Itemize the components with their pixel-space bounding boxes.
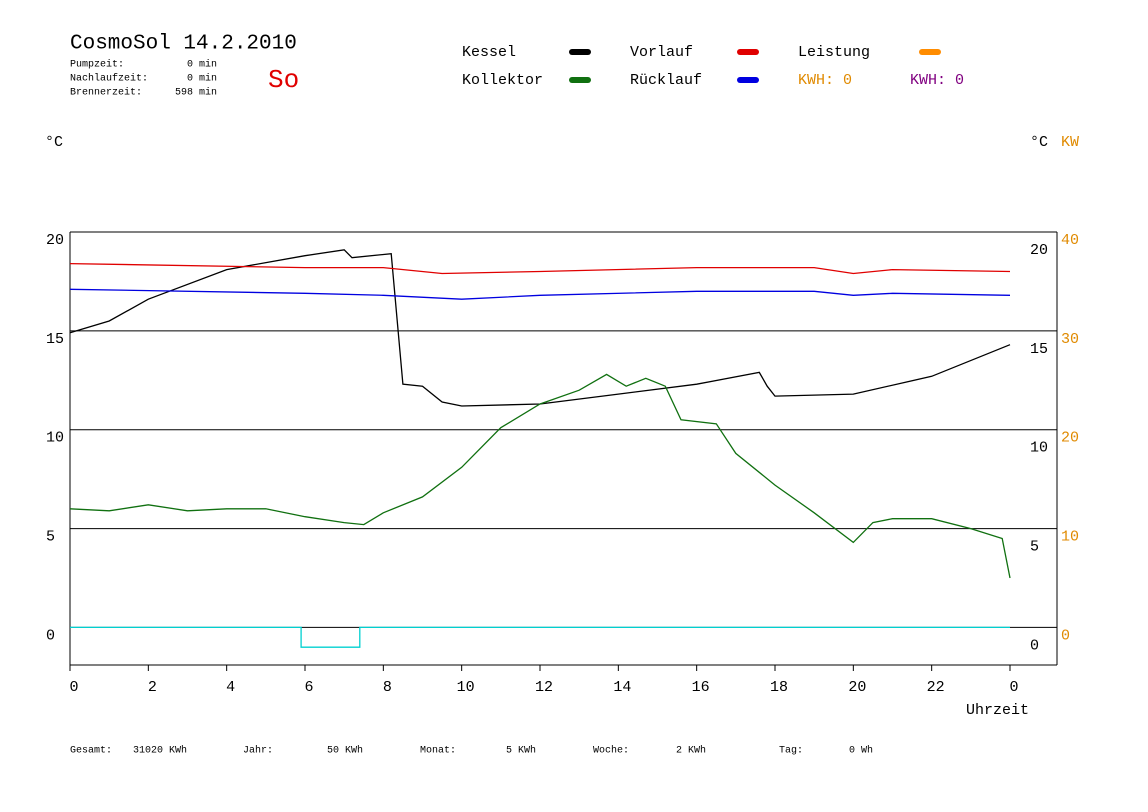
stat-label: Pumpzeit:: [70, 59, 124, 71]
y-tick-label-right: 0: [1030, 637, 1039, 654]
stat-label: Nachlaufzeit:: [70, 73, 148, 85]
y2-tick-label: 10: [1061, 529, 1079, 546]
kwh: KWH: 0: [910, 72, 964, 89]
series-line: [69, 373, 1011, 579]
x-label: Uhrzeit: [966, 702, 1029, 719]
x-tick-label: 14: [613, 679, 631, 696]
legend-label: Kollektor: [462, 72, 543, 89]
x-tick-label: 20: [848, 679, 866, 696]
stat-value: 0 min: [187, 73, 217, 85]
y-tick-label-right: 10: [1030, 440, 1048, 457]
footer-value: 31020 KWh: [133, 745, 187, 757]
x-tick-label: 16: [692, 679, 710, 696]
y-tick-label: 5: [46, 529, 55, 546]
x-tick-label: 10: [457, 679, 475, 696]
y-tick-label-right: 5: [1030, 539, 1039, 556]
footer-label: Tag:: [779, 746, 803, 757]
y2-tick-label: 40: [1061, 232, 1079, 249]
y-tick-label: 10: [46, 430, 64, 447]
x-tick-label: 4: [226, 679, 235, 696]
y-tick-label-right: 15: [1030, 341, 1048, 358]
footer-label: Woche:: [593, 745, 629, 757]
y-tick-label: 0: [46, 627, 55, 644]
kwh: KWH: 0: [798, 72, 852, 89]
x-tick-label: 8: [383, 679, 392, 696]
series-line: [69, 249, 1011, 407]
stat-value: 0 min: [187, 59, 217, 71]
stat-label: Brennerzeit:: [70, 87, 142, 99]
legend-label: Leistung: [798, 44, 870, 61]
footer-value: 5 KWh: [506, 745, 536, 757]
legend-label: Vorlauf: [630, 44, 693, 61]
y2-label: °C: [1030, 134, 1048, 151]
x-tick-label: 12: [535, 679, 553, 696]
title: CosmoSol 14.2.2010: [70, 33, 297, 56]
stat-value: 598 min: [175, 87, 217, 99]
series-line: [70, 626, 1010, 648]
y2-tick-label: 30: [1061, 331, 1079, 348]
footer-value: 2 KWh: [676, 745, 706, 757]
footer-label: Monat:: [420, 746, 456, 757]
footer-value: 50 KWh: [327, 745, 363, 757]
day: So: [268, 65, 299, 95]
footer-value: 0 Wh: [849, 745, 873, 757]
x-tick-label: 0: [1009, 679, 1018, 696]
x-tick-label: 6: [304, 679, 313, 696]
y-label: °C: [45, 134, 63, 151]
footer-label: Gesamt:: [70, 746, 112, 757]
y2-tick-label: 20: [1061, 430, 1079, 447]
y-tick-label: 20: [46, 232, 64, 249]
series-line: [69, 262, 1011, 275]
x-tick-label: 18: [770, 679, 788, 696]
x-tick-label: 22: [927, 679, 945, 696]
x-tick-label: 0: [69, 679, 78, 696]
series-line: [69, 288, 1011, 300]
legend-label: Kessel: [462, 44, 516, 61]
legend-label: Rücklauf: [630, 72, 702, 89]
y-tick-label: 15: [46, 331, 64, 348]
y2-tick-label: 0: [1061, 627, 1070, 644]
x-tick-label: 2: [148, 679, 157, 696]
y-tick-label-right: 20: [1030, 242, 1048, 259]
y2-unit: KW: [1061, 134, 1079, 151]
footer-label: Jahr:: [243, 745, 273, 757]
